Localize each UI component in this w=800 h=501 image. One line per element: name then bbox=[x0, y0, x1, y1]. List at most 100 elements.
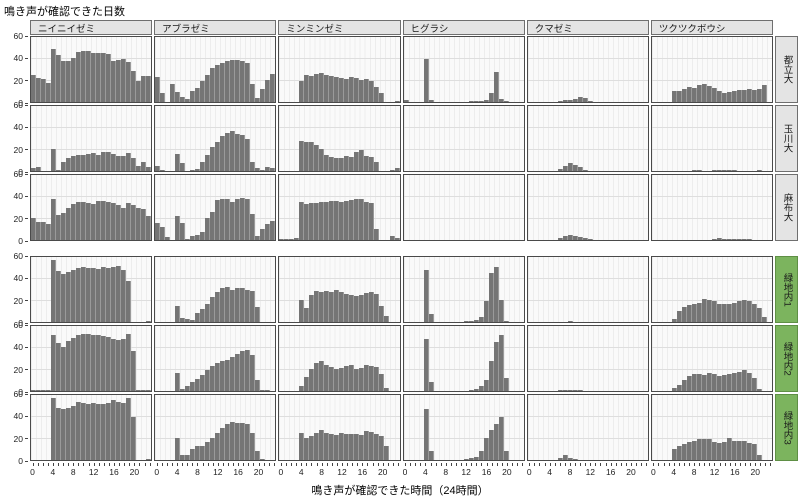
facet-panel bbox=[402, 174, 525, 241]
bar bbox=[557, 168, 563, 171]
bar bbox=[255, 451, 261, 460]
bar bbox=[309, 369, 315, 391]
bar bbox=[270, 167, 276, 171]
bar bbox=[304, 141, 310, 171]
x-tick-mark bbox=[119, 463, 121, 466]
bar bbox=[324, 365, 330, 391]
bar bbox=[200, 374, 206, 391]
bar bbox=[51, 260, 57, 322]
facet-panel bbox=[30, 256, 153, 323]
x-tick-mark bbox=[539, 463, 541, 466]
facet-panel bbox=[154, 394, 277, 461]
bar bbox=[91, 334, 97, 391]
bar bbox=[572, 389, 578, 391]
y-tick-label: 20 bbox=[13, 213, 23, 224]
bar bbox=[260, 389, 266, 391]
bar bbox=[121, 339, 127, 391]
bar bbox=[126, 333, 132, 391]
bar bbox=[304, 438, 310, 460]
x-tick-mark bbox=[678, 463, 680, 466]
facet-column-label: クマゼミ bbox=[534, 23, 573, 35]
facet-row-strip: 玉川大 bbox=[775, 105, 799, 172]
x-tick-label: 16 bbox=[109, 467, 119, 477]
x-tick-mark bbox=[238, 463, 240, 466]
bar bbox=[190, 449, 196, 460]
x-tick-mark bbox=[585, 463, 587, 466]
bar bbox=[354, 434, 360, 460]
bar bbox=[562, 99, 568, 102]
y-tick-label: 20 bbox=[13, 144, 23, 155]
x-tick-mark bbox=[382, 463, 384, 466]
bar bbox=[86, 51, 92, 102]
bar bbox=[46, 389, 52, 391]
x-tick-mark bbox=[760, 463, 762, 466]
x-tick-mark bbox=[755, 463, 757, 466]
bar bbox=[468, 389, 474, 391]
bar bbox=[374, 162, 380, 171]
bar bbox=[255, 380, 261, 391]
bar bbox=[121, 207, 127, 240]
bar bbox=[230, 130, 236, 171]
x-tick-mark bbox=[227, 463, 229, 466]
facet-row-label: 緑地内1 bbox=[781, 272, 793, 307]
x-tick-mark bbox=[435, 463, 437, 466]
x-tick-mark bbox=[770, 463, 772, 466]
bar bbox=[180, 163, 186, 171]
bar bbox=[696, 439, 702, 460]
x-tick-mark bbox=[331, 463, 333, 466]
bar bbox=[716, 303, 722, 322]
bar bbox=[354, 198, 360, 240]
bar bbox=[493, 71, 499, 102]
bar bbox=[478, 385, 484, 391]
bar bbox=[235, 198, 241, 240]
x-tick-mark bbox=[481, 463, 483, 466]
x-tick-label: 0 bbox=[651, 467, 656, 477]
x-tick-mark bbox=[714, 463, 716, 466]
bar bbox=[175, 216, 181, 240]
x-tick-mark bbox=[476, 463, 478, 466]
x-tick-label: 16 bbox=[481, 467, 492, 477]
bar bbox=[76, 52, 82, 102]
bar bbox=[329, 76, 335, 102]
bar bbox=[185, 454, 191, 460]
x-tick-mark bbox=[641, 463, 643, 466]
facet-panel bbox=[154, 36, 277, 103]
x-tick-mark bbox=[202, 463, 204, 466]
bar bbox=[245, 138, 251, 171]
bar bbox=[66, 60, 72, 102]
bar bbox=[741, 300, 747, 322]
bar bbox=[483, 301, 489, 322]
y-tick-mark bbox=[25, 195, 28, 197]
bar bbox=[731, 91, 737, 102]
bar bbox=[180, 222, 186, 240]
facet-row-label: 玉川大 bbox=[781, 124, 793, 153]
bar bbox=[379, 305, 385, 322]
bar bbox=[101, 201, 107, 240]
y-tick-label: 0 bbox=[18, 387, 23, 397]
x-tick-mark bbox=[709, 463, 711, 466]
x-tick-mark bbox=[37, 463, 39, 466]
x-tick-mark bbox=[724, 463, 726, 466]
y-tick-label: 40 bbox=[13, 411, 23, 422]
bar bbox=[349, 77, 355, 102]
bar bbox=[726, 373, 732, 391]
x-tick-mark bbox=[719, 463, 721, 466]
x-tick-label: 4 bbox=[298, 467, 304, 477]
y-axis: 60 40 20 0 bbox=[2, 100, 29, 177]
bar bbox=[562, 389, 568, 391]
y-tick-label: 0 bbox=[18, 98, 23, 108]
bar bbox=[245, 63, 251, 102]
bar bbox=[716, 169, 722, 171]
y-tick-mark bbox=[25, 300, 28, 302]
bar bbox=[215, 362, 221, 391]
bar bbox=[354, 296, 360, 322]
bar bbox=[111, 203, 117, 240]
y-tick-label: 40 bbox=[13, 191, 23, 202]
bar bbox=[210, 297, 216, 322]
x-tick-mark bbox=[625, 463, 627, 466]
bar bbox=[676, 311, 682, 322]
bar bbox=[314, 362, 320, 391]
bar bbox=[473, 388, 479, 391]
bar bbox=[344, 293, 350, 322]
bar bbox=[736, 90, 742, 102]
